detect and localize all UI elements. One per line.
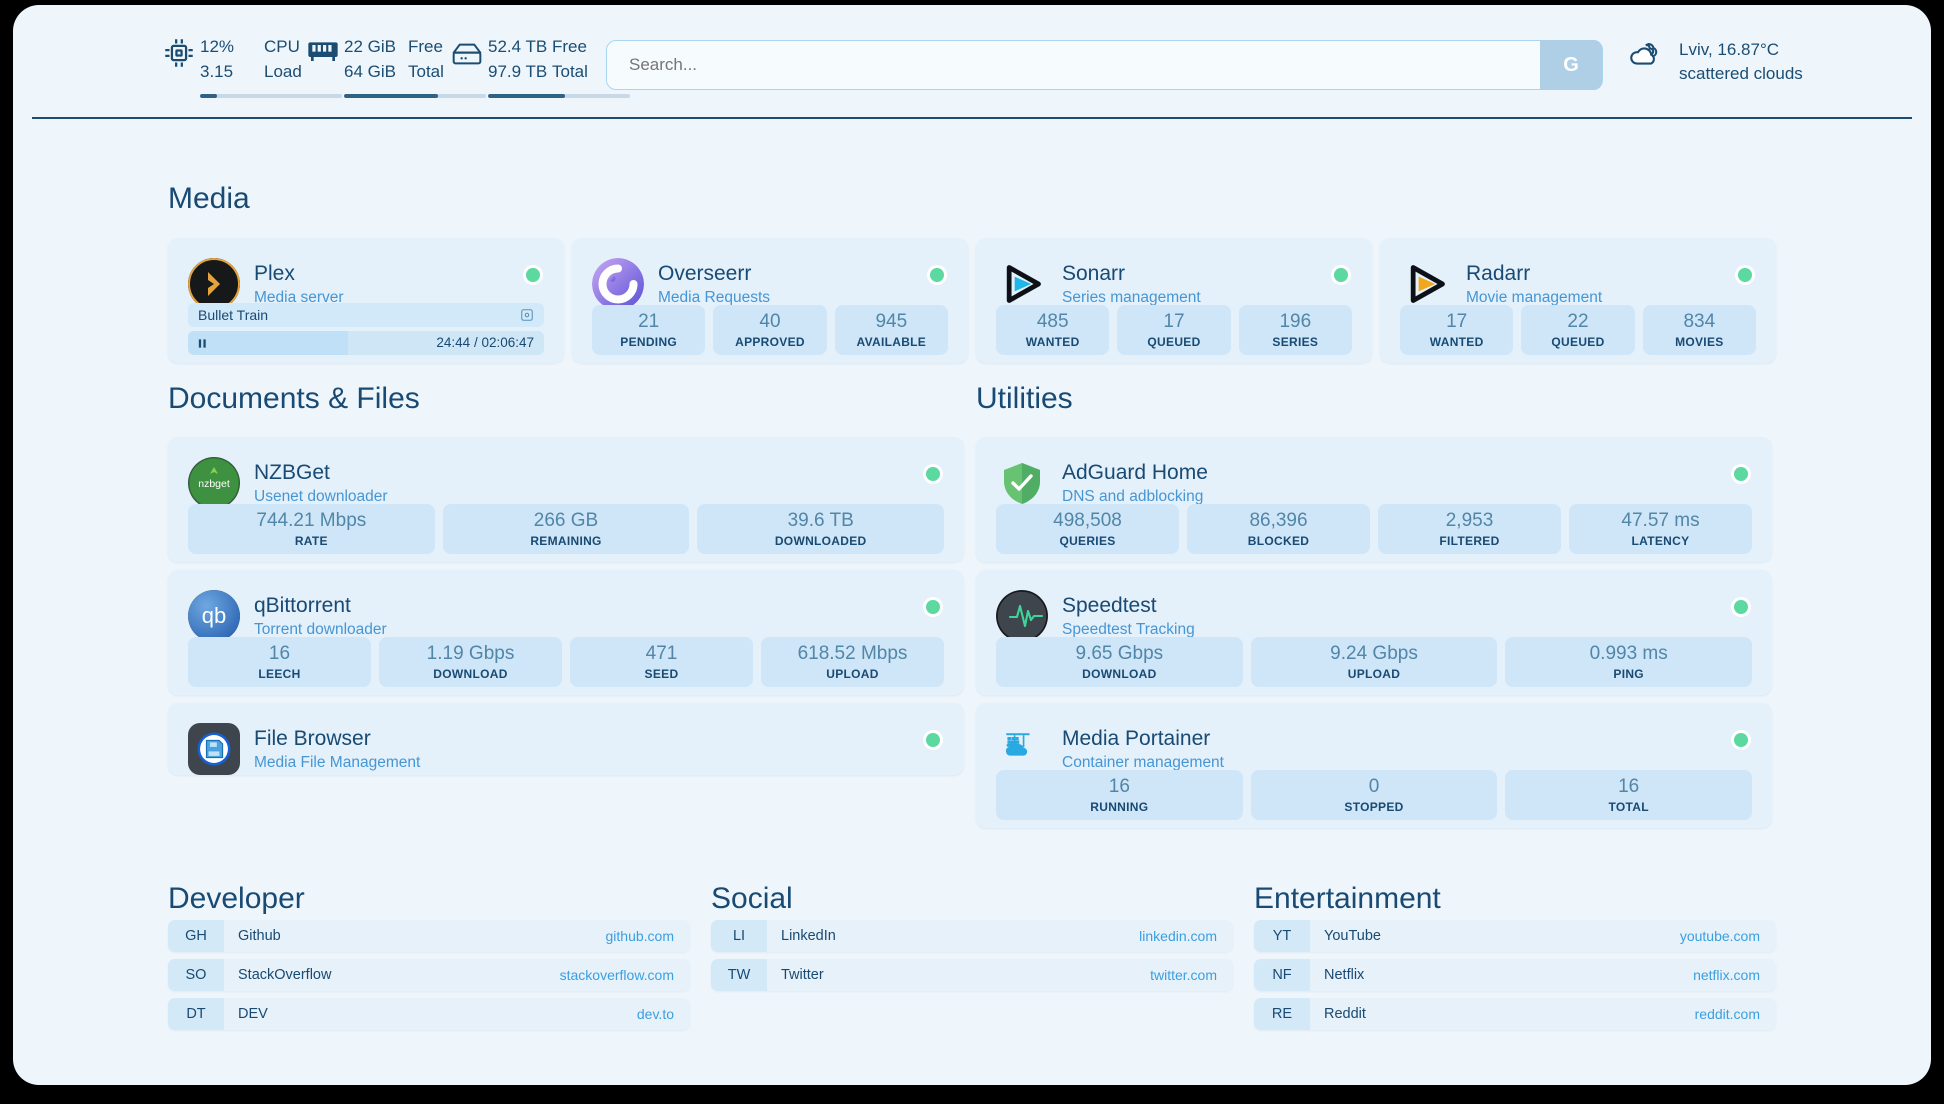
svg-text:qb: qb bbox=[202, 603, 226, 628]
svg-text:nzbget: nzbget bbox=[198, 478, 230, 490]
